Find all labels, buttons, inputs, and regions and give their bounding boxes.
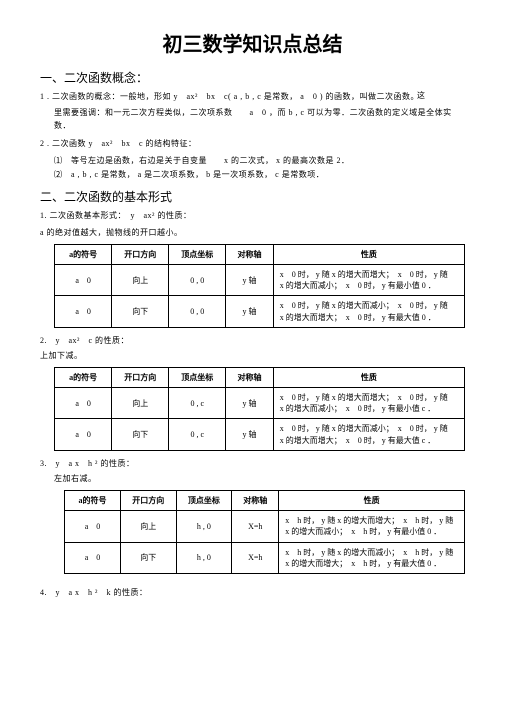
para-4: a 的绝对值越大，抛物线的开口越小。 <box>40 226 465 240</box>
table-header: 顶点坐标 <box>169 244 226 264</box>
para-1b: 里需要强调：和一元二次方程类似，二次项系数 a 0 ，而 b , c 可以为零．… <box>54 106 465 120</box>
table-header: 对称轴 <box>226 244 274 264</box>
table-row: a 0向上0 , 0y 轴x 0 时， y 随 x 的增大而增大； x 0 时，… <box>55 264 465 295</box>
para-7: 4. y a x h ² k 的性质： <box>40 586 465 600</box>
table-cell: 0 , c <box>169 388 226 419</box>
table-cell: y 轴 <box>226 264 274 295</box>
table-cell: a 0 <box>55 388 112 419</box>
table-row: a 0向上h , 0X=hx h 时， y 随 x 的增大而增大； x h 时，… <box>65 511 465 542</box>
page-title: 初三数学知识点总结 <box>40 28 465 57</box>
para-2a: 2 . 二次函数 y ax² bx c 的结构特征： <box>40 137 465 151</box>
table-cell: a 0 <box>55 264 112 295</box>
table-header: 性质 <box>273 244 464 264</box>
table-row: a 0向上0 , cy 轴x 0 时， y 随 x 的增大而增大； x 0 时，… <box>55 388 465 419</box>
table-header: a的符号 <box>65 491 121 511</box>
table-header: 对称轴 <box>226 367 274 387</box>
table-cell-property: x 0 时， y 随 x 的增大而减小； x 0 时， y 随x 的增大而增大；… <box>273 296 464 327</box>
table-header: 顶点坐标 <box>176 491 232 511</box>
table-cell: a 0 <box>55 419 112 450</box>
table-3: a的符号开口方向顶点坐标对称轴性质a 0向上h , 0X=hx h 时， y 随… <box>64 490 465 574</box>
para-2c: ⑵ a , b , c 是常数， a 是二次项系数， b 是一次项系数， c 是… <box>54 168 465 182</box>
table-row: a 0向下0 , cy 轴x 0 时， y 随 x 的增大而减小； x 0 时，… <box>55 419 465 450</box>
table-cell: a 0 <box>65 542 121 573</box>
document-page: 初三数学知识点总结 一、二次函数概念： 1 . 二次函数的概念：一般地，形如 y… <box>0 0 505 714</box>
para-5b: 上加下减。 <box>40 349 465 363</box>
table-cell-property: x 0 时， y 随 x 的增大而增大； x 0 时， y 随x 的增大而减小；… <box>273 264 464 295</box>
table-cell: a 0 <box>55 296 112 327</box>
table-cell: 向上 <box>112 264 169 295</box>
table-cell: 向下 <box>112 296 169 327</box>
para-2b: ⑴ 等号左边是函数，右边是关于自变量 x 的二次式， x 的最高次数是 2． <box>54 154 465 168</box>
table-1: a的符号开口方向顶点坐标对称轴性质a 0向上0 , 0y 轴x 0 时， y 随… <box>54 244 465 328</box>
table-row: a 0向下0 , 0y 轴x 0 时， y 随 x 的增大而减小； x 0 时，… <box>55 296 465 327</box>
table-2: a的符号开口方向顶点坐标对称轴性质a 0向上0 , cy 轴x 0 时， y 随… <box>54 367 465 451</box>
table-cell-property: x h 时， y 随 x 的增大而增大； x h 时， y 随x 的增大而减小；… <box>279 511 465 542</box>
para-6b: 左加右减。 <box>54 472 465 486</box>
table-cell-property: x 0 时， y 随 x 的增大而增大； x 0 时， y 随x 的增大而减小；… <box>273 388 464 419</box>
table-header: 开口方向 <box>112 244 169 264</box>
table-header: a的符号 <box>55 244 112 264</box>
table-header: 开口方向 <box>120 491 176 511</box>
table-cell: 向上 <box>112 388 169 419</box>
table-cell-property: x h 时， y 随 x 的增大而减小； x h 时， y 随x 的增大而增大；… <box>279 542 465 573</box>
table-cell: h , 0 <box>176 511 232 542</box>
table-cell: y 轴 <box>226 296 274 327</box>
table-cell: y 轴 <box>226 419 274 450</box>
para-1a: 1 . 二次函数的概念：一般地，形如 y ax² bx c( a , b , c… <box>40 90 465 104</box>
table-cell: X=h <box>232 542 279 573</box>
table-cell: y 轴 <box>226 388 274 419</box>
table-cell: 0 , 0 <box>169 264 226 295</box>
table-cell: X=h <box>232 511 279 542</box>
table-cell-property: x 0 时， y 随 x 的增大而减小； x 0 时， y 随x 的增大而增大；… <box>273 419 464 450</box>
table-header: 顶点坐标 <box>169 367 226 387</box>
table-header: a的符号 <box>55 367 112 387</box>
table-cell: a 0 <box>65 511 121 542</box>
para-1a-tail: 这 <box>417 90 425 101</box>
table-header: 性质 <box>279 491 465 511</box>
para-6: 3. y a x h ² 的性质： <box>40 457 465 471</box>
table-cell: h , 0 <box>176 542 232 573</box>
section-1-heading: 一、二次函数概念： <box>40 69 465 86</box>
table-row: a 0向下h , 0X=hx h 时， y 随 x 的增大而减小； x h 时，… <box>65 542 465 573</box>
table-header: 开口方向 <box>112 367 169 387</box>
para-1c: 数． <box>54 119 465 133</box>
table-cell: 向下 <box>120 542 176 573</box>
table-header: 性质 <box>273 367 464 387</box>
para-3: 1. 二次函数基本形式： y ax² 的性质： <box>40 209 465 223</box>
table-cell: 0 , c <box>169 419 226 450</box>
section-2-heading: 二、二次函数的基本形式 <box>40 188 465 205</box>
table-cell: 向上 <box>120 511 176 542</box>
para-5: 2. y ax² c 的性质： <box>40 334 465 348</box>
table-cell: 0 , 0 <box>169 296 226 327</box>
table-header: 对称轴 <box>232 491 279 511</box>
table-cell: 向下 <box>112 419 169 450</box>
